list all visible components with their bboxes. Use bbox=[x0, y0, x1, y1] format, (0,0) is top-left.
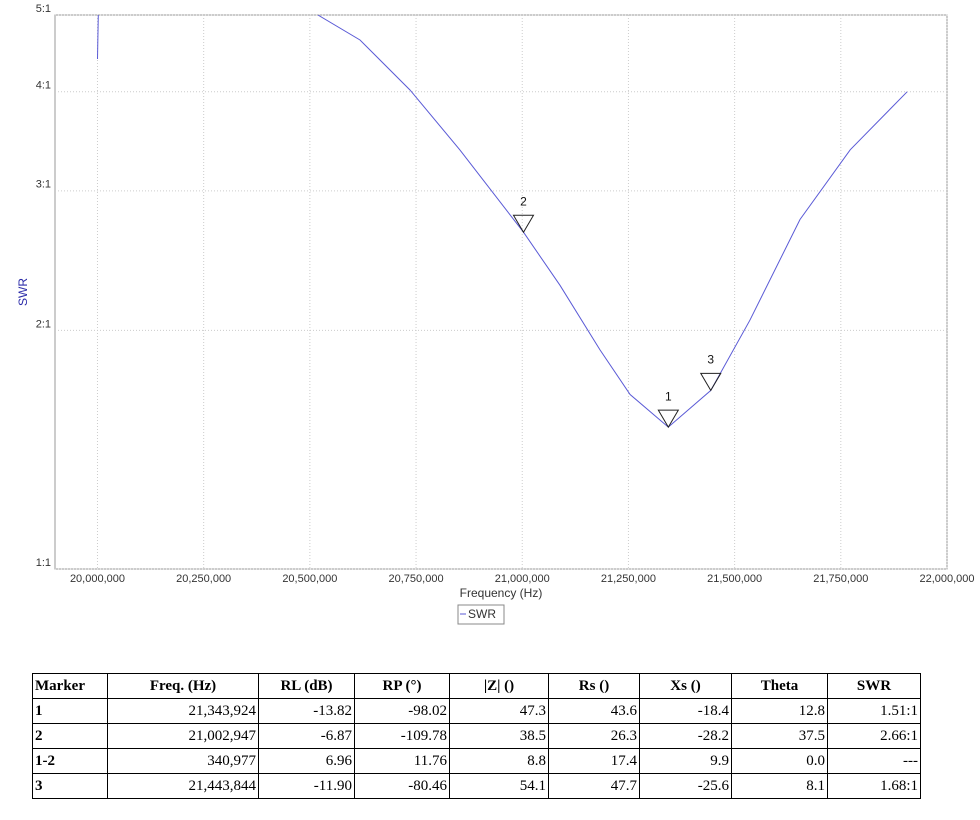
x-tick-label: 20,250,000 bbox=[176, 573, 231, 585]
table-cell: 37.5 bbox=[731, 723, 828, 749]
header-cell: SWR bbox=[827, 673, 921, 699]
marker bbox=[512, 214, 535, 234]
y-tick-label: 5:1 bbox=[36, 3, 51, 15]
table-cell: 54.1 bbox=[449, 773, 549, 799]
marker-label: 3 bbox=[707, 353, 714, 367]
table-cell: 43.6 bbox=[548, 698, 640, 724]
header-cell: Rs () bbox=[548, 673, 640, 699]
table-cell: -13.82 bbox=[258, 698, 355, 724]
table-cell: 1 bbox=[32, 698, 108, 724]
header-cell: Freq. (Hz) bbox=[107, 673, 259, 699]
header-cell: Xs () bbox=[639, 673, 732, 699]
table-cell: --- bbox=[827, 748, 921, 774]
table-cell: 2.66:1 bbox=[827, 723, 921, 749]
table-cell: 11.76 bbox=[354, 748, 450, 774]
plot-clip bbox=[97, 15, 908, 428]
table-cell: 2 bbox=[32, 723, 108, 749]
marker bbox=[657, 409, 680, 429]
header-cell: RP (°) bbox=[354, 673, 450, 699]
x-tick-label: 21,250,000 bbox=[601, 573, 656, 585]
y-tick-label: 4:1 bbox=[36, 80, 51, 92]
table-cell: -25.6 bbox=[639, 773, 732, 799]
table-row: 1-2 340,977 6.96 11.76 8.8 17.4 9.9 0.0 --- bbox=[32, 748, 921, 774]
table-cell: 0.0 bbox=[731, 748, 828, 774]
table-cell: 47.3 bbox=[449, 698, 549, 724]
table-cell: 1.51:1 bbox=[827, 698, 921, 724]
table-cell: 1-2 bbox=[32, 748, 108, 774]
table-cell: 8.8 bbox=[449, 748, 549, 774]
table-cell: 3 bbox=[32, 773, 108, 799]
x-tick-label: 22,000,000 bbox=[919, 573, 974, 585]
table-cell: 12.8 bbox=[731, 698, 828, 724]
marker-table: Marker Freq. (Hz) RL (dB) RP (°) |Z| () Rs ()… bbox=[32, 673, 921, 799]
table-row: 3 21,443,844 -11.90 -80.46 54.1 47.7 -25.6 8.1 1… bbox=[32, 773, 921, 799]
table-cell: 340,977 bbox=[107, 748, 259, 774]
table-cell: 1.68:1 bbox=[827, 773, 921, 799]
marker-label: 2 bbox=[520, 194, 527, 208]
table-cell: 47.7 bbox=[548, 773, 640, 799]
y-tick-label: 1:1 bbox=[36, 557, 51, 569]
header-cell: Marker bbox=[32, 673, 108, 699]
header-cell: RL (dB) bbox=[258, 673, 355, 699]
y-tick-label: 2:1 bbox=[36, 318, 51, 330]
x-tick-label: 20,500,000 bbox=[282, 573, 337, 585]
x-tick-label: 21,750,000 bbox=[813, 573, 868, 585]
marker bbox=[699, 372, 722, 392]
table-cell: -6.87 bbox=[258, 723, 355, 749]
x-tick-label: 20,000,000 bbox=[70, 573, 125, 585]
x-axis-label: Frequency (Hz) bbox=[460, 586, 543, 600]
table-cell: 21,443,844 bbox=[107, 773, 259, 799]
table-cell: -98.02 bbox=[354, 698, 450, 724]
swr-line bbox=[97, 15, 908, 428]
header-cell: Theta bbox=[731, 673, 828, 699]
table-row: 1 21,343,924 -13.82 -98.02 47.3 43.6 -18.4 12.8… bbox=[32, 698, 921, 724]
x-tick-label: 21,500,000 bbox=[707, 573, 762, 585]
table-cell: -28.2 bbox=[639, 723, 732, 749]
x-tick-label: 21,000,000 bbox=[495, 573, 550, 585]
legend-box bbox=[457, 604, 505, 625]
table-row: 2 21,002,947 -6.87 -109.78 38.5 26.3 -28.2 37.5… bbox=[32, 723, 921, 749]
header-row: Marker Freq. (Hz) RL (dB) RP (°) |Z| () Rs ()… bbox=[32, 673, 921, 699]
header-cell: |Z| () bbox=[449, 673, 549, 699]
legend-entry: SWR bbox=[468, 607, 496, 621]
table-cell: -18.4 bbox=[639, 698, 732, 724]
table-cell: 6.96 bbox=[258, 748, 355, 774]
table-cell: 21,002,947 bbox=[107, 723, 259, 749]
y-axis-label: SWR bbox=[16, 278, 30, 306]
table-cell: -11.90 bbox=[258, 773, 355, 799]
table-cell: 9.9 bbox=[639, 748, 732, 774]
marker-label: 1 bbox=[665, 389, 672, 403]
x-tick-label: 20,750,000 bbox=[389, 573, 444, 585]
table-cell: 21,343,924 bbox=[107, 698, 259, 724]
y-tick-label: 3:1 bbox=[36, 179, 51, 191]
table-cell: 38.5 bbox=[449, 723, 549, 749]
table-cell: -80.46 bbox=[354, 773, 450, 799]
chart: SWR Frequency (Hz) SWR 20,000,000 20,250,… bbox=[16, 3, 975, 625]
table-cell: 8.1 bbox=[731, 773, 828, 799]
plot-area bbox=[54, 14, 948, 570]
table-cell: -109.78 bbox=[354, 723, 450, 749]
table-cell: 17.4 bbox=[548, 748, 640, 774]
table-cell: 26.3 bbox=[548, 723, 640, 749]
